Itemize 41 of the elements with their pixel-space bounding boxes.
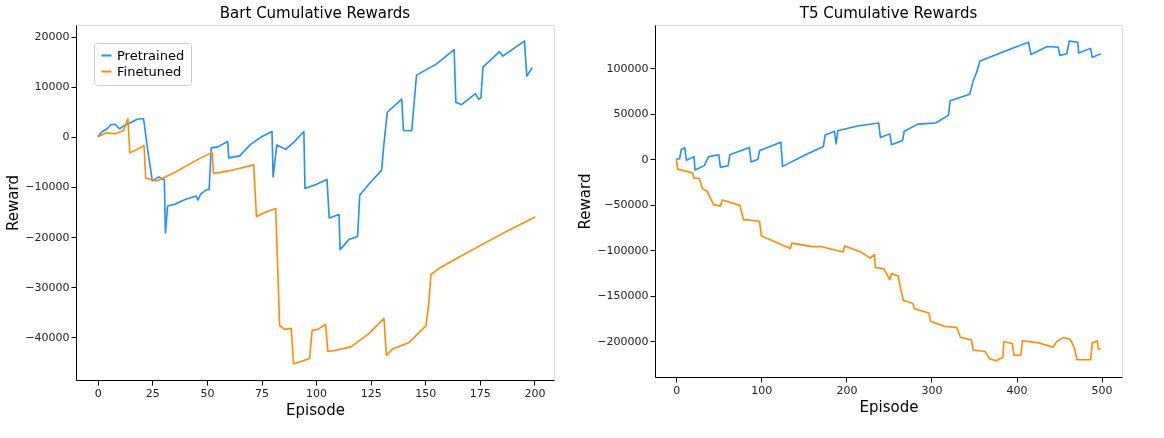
y-tick-label: −150000 — [597, 289, 649, 303]
line-series — [96, 40, 534, 251]
x-tick-label: 25 — [145, 386, 160, 400]
chart-title: T5 Cumulative Rewards — [798, 4, 978, 22]
legend-label: Pretrained — [117, 47, 185, 63]
x-tick-label: 300 — [921, 383, 943, 397]
line-series — [675, 158, 1102, 362]
x-tick-label: 400 — [1006, 383, 1028, 397]
line-series — [96, 117, 536, 365]
x-tick-label: 50 — [200, 386, 215, 400]
y-tick-label: −100000 — [597, 243, 649, 257]
x-tick-label: 100 — [306, 386, 328, 400]
chart-title: Bart Cumulative Rewards — [219, 4, 411, 22]
y-tick-label: 20000 — [34, 30, 70, 44]
y-tick-label: −10000 — [25, 180, 70, 194]
y-tick-label: 0 — [62, 130, 70, 144]
y-tick-label: 50000 — [613, 107, 649, 121]
y-tick-label: 0 — [641, 152, 649, 166]
x-tick-label: 125 — [360, 386, 382, 400]
y-tick-label: −20000 — [25, 230, 70, 244]
x-tick-label: 500 — [1091, 383, 1113, 397]
line-series — [675, 40, 1102, 171]
y-axis-title: Reward — [576, 173, 595, 230]
y-axis-title: Reward — [4, 175, 23, 231]
x-tick-label: 200 — [836, 383, 858, 397]
x-tick-label: 100 — [751, 383, 773, 397]
x-tick-label: 150 — [415, 386, 437, 400]
y-tick-label: −200000 — [597, 334, 649, 348]
y-tick-label: −30000 — [25, 280, 70, 294]
x-axis-title: Episode — [859, 397, 919, 416]
x-tick-label: 200 — [524, 386, 546, 400]
x-tick-label: 75 — [255, 386, 269, 400]
x-tick-label: 0 — [94, 386, 102, 400]
x-axis-title: Episode — [286, 400, 345, 419]
y-tick-label: 10000 — [34, 80, 70, 94]
legend-label: Finetuned — [117, 63, 182, 79]
y-tick-label: −40000 — [25, 330, 70, 344]
x-tick-label: 0 — [673, 383, 681, 397]
y-tick-label: −50000 — [604, 198, 649, 212]
y-tick-label: 100000 — [606, 61, 649, 75]
x-tick-label: 175 — [469, 386, 491, 400]
